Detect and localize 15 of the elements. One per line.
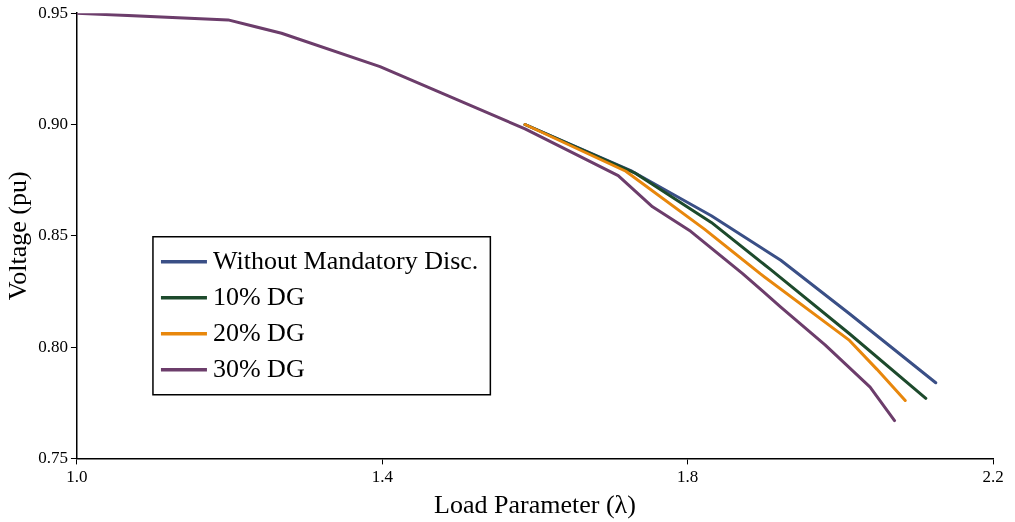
legend-label: 10% DG [212,281,305,311]
x-tick-label: 1.8 [677,467,699,487]
legend-label: Without Mandatory Disc. [212,245,479,275]
legend-label: 30% DG [212,353,305,383]
legend-label: 20% DG [212,317,305,347]
y-tick-label: 0.75 [38,447,68,467]
y-tick-label: 0.95 [38,2,68,22]
y-tick-label: 0.80 [38,336,68,356]
y-tick-label: 0.90 [38,113,68,133]
x-tick-label: 2.2 [982,467,1004,487]
x-axis-title: Load Parameter (λ) [434,490,636,520]
y-axis-title: Voltage (pu) [3,171,33,301]
x-tick-label: 1.4 [371,467,394,487]
y-tick-label: 0.85 [38,225,68,245]
x-tick-label: 1.0 [66,467,88,487]
